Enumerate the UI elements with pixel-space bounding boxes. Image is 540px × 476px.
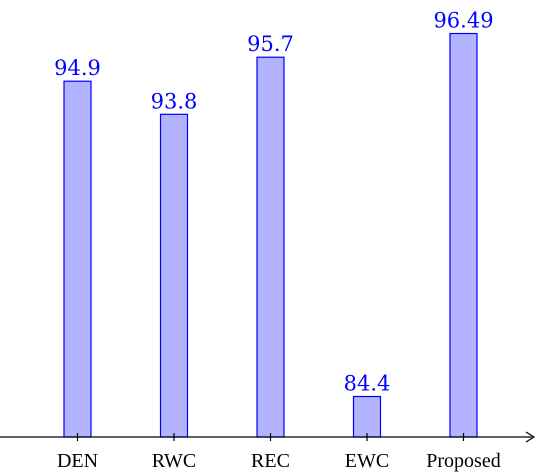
value-label-ewc: 84.4 xyxy=(344,372,391,396)
x-tick-label-ewc: EWC xyxy=(345,450,389,472)
bar-ewc xyxy=(352,395,382,438)
bars-group xyxy=(63,32,478,438)
category-labels-group: DEN RWC REC EWC Proposed xyxy=(57,450,501,472)
bar-proposed xyxy=(449,32,478,438)
bar-rwc xyxy=(159,113,189,438)
value-labels-group: 94.9 93.8 95.7 84.4 96.49 xyxy=(54,9,493,396)
x-tick-label-proposed: Proposed xyxy=(426,450,500,472)
x-axis-arrow-icon xyxy=(525,431,536,443)
value-label-rwc: 93.8 xyxy=(151,89,198,113)
bar-den xyxy=(63,80,92,438)
bar-rec xyxy=(256,56,285,438)
value-label-rec: 95.7 xyxy=(247,32,294,56)
value-label-den: 94.9 xyxy=(54,56,101,80)
x-tick-label-den: DEN xyxy=(57,450,98,472)
x-tick-label-rwc: RWC xyxy=(152,450,196,472)
value-label-proposed: 96.49 xyxy=(433,9,493,33)
x-tick-label-rec: REC xyxy=(251,450,290,472)
